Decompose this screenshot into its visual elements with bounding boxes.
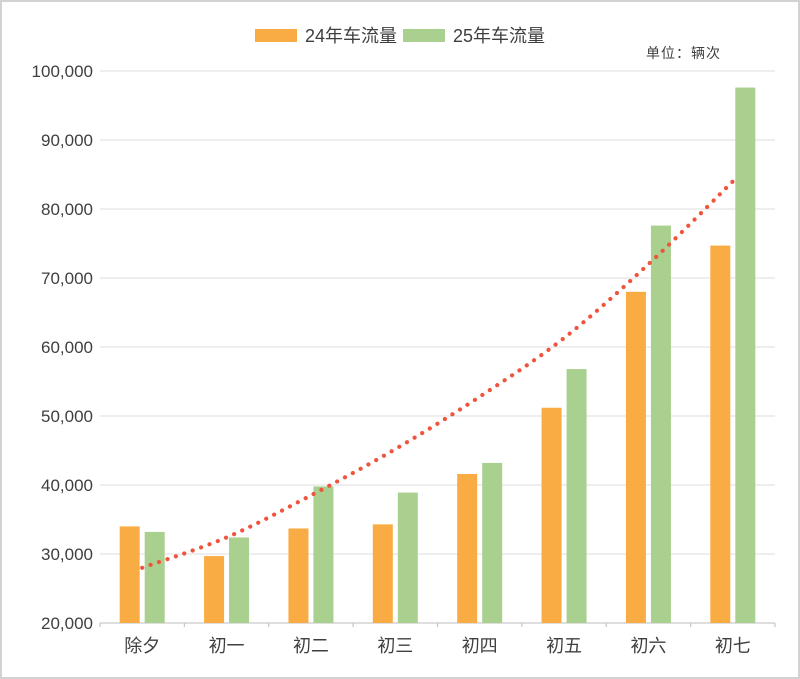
bar-s24-3 [372,524,393,623]
x-axis-label: 初三 [377,636,413,656]
legend-item-2025: 25年车流量 [403,22,545,48]
y-axis-label: 30,000 [41,545,93,564]
x-axis-label: 初四 [462,636,498,656]
legend-label-2025: 25年车流量 [453,26,546,46]
y-axis-label: 40,000 [41,476,93,495]
bar-s24-4 [457,473,478,623]
y-axis-label: 70,000 [41,269,93,288]
x-axis-label: 初五 [546,636,582,656]
bar-s25-1 [229,537,250,623]
bar-s25-6 [650,225,671,623]
y-axis-label: 100,000 [32,62,93,81]
bar-s24-7 [710,245,731,623]
y-axis-label: 20,000 [41,614,93,633]
bar-s25-0 [144,531,165,623]
y-axis-label: 60,000 [41,338,93,357]
bar-s24-5 [541,407,562,623]
bar-s24-1 [204,556,225,623]
x-axis-label: 初一 [209,636,245,656]
legend-swatch-2024-icon [254,28,297,42]
legend: 24年车流量 25年车流量 [2,22,798,48]
x-axis-label: 除夕 [124,636,160,656]
trendline [140,179,735,570]
bar-s25-4 [482,462,503,623]
bar-s25-2 [313,486,334,623]
bar-s25-7 [735,87,756,623]
bar-s25-5 [566,369,587,623]
legend-label-2024: 24年车流量 [304,26,397,46]
bar-s24-6 [625,291,646,623]
x-axis-label: 初七 [715,636,751,656]
legend-item-2024: 24年车流量 [254,22,397,48]
bar-s24-0 [119,526,140,623]
bar-s25-3 [397,492,418,623]
x-axis-label: 初二 [293,636,329,656]
bar-s24-2 [288,528,309,623]
unit-label: 单位：辆次 [646,45,721,61]
legend-swatch-2025-icon [403,28,445,42]
y-axis-label: 90,000 [41,131,93,150]
y-axis-label: 80,000 [41,200,93,219]
y-axis-label: 50,000 [41,407,93,426]
x-axis-label: 初六 [630,636,666,656]
